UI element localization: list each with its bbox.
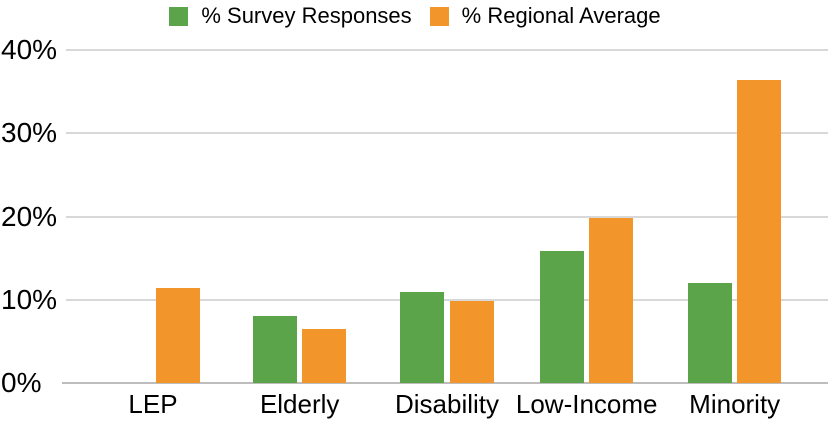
legend-swatch-survey-responses [169,6,189,26]
y-axis-label-30pct: 30% [1,117,58,149]
plot-area [62,49,828,384]
gridline-40% [66,49,828,51]
y-axis-label-40pct: 40% [1,34,58,65]
x-axis-label-elderly: Elderly [259,389,340,419]
x-axis-label-low-income: Low-Income [515,389,658,419]
gridline-30% [66,132,828,135]
bar--regional-average-minority [737,79,782,383]
bar--survey-responses-elderly [253,316,298,383]
bar--survey-responses-disability [400,292,445,383]
bar--survey-responses-minority [688,283,733,383]
legend-swatch-regional-average [429,6,449,26]
legend-label-survey-responses: % Survey Responses [201,3,412,28]
x-axis-label-lep: LEP [128,389,178,419]
bar--survey-responses-low-income [540,250,585,383]
chart-legend: % Survey Responses % Regional Average [0,3,830,29]
y-axis-label-20pct: 20% [1,200,58,232]
gridline-20% [66,215,828,218]
y-axis-label-0pct: 0% [1,367,42,398]
legend-label-regional-average: % Regional Average [461,3,661,28]
legend-item-regional-average: % Regional Average [429,3,661,29]
x-axis-label-minority: Minority [689,389,781,419]
y-axis-label-10pct: 10% [1,283,58,315]
gridline-10% [66,298,828,301]
bar--regional-average-elderly [302,328,347,383]
x-axis-label-disability: Disability [394,389,500,419]
bar--regional-average-disability [449,300,494,383]
bar--regional-average-low-income [589,218,634,383]
legend-item-survey-responses: % Survey Responses [169,3,412,29]
x-axis-line [62,382,828,384]
bar--regional-average-lep [155,288,200,383]
